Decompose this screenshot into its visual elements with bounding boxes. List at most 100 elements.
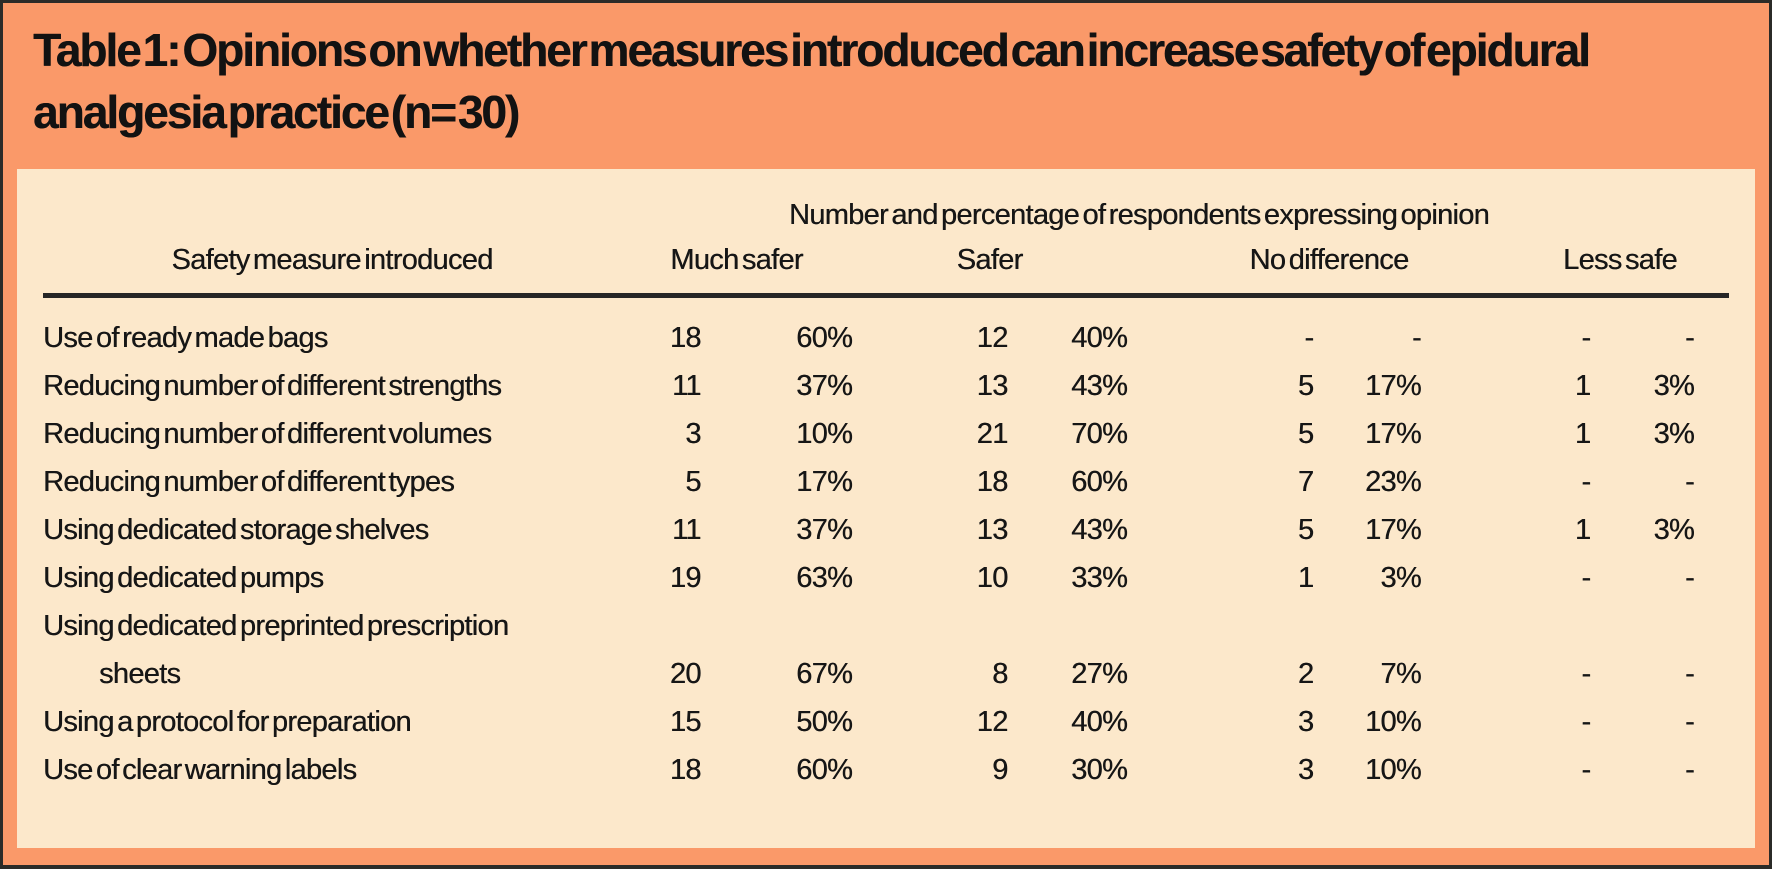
table-title-line-1: Table 1: Opinions on whether measures in… bbox=[33, 24, 1591, 76]
table-panel: Number and percentage of respondents exp… bbox=[17, 169, 1755, 848]
value-cell: 20 bbox=[669, 657, 702, 690]
column-header-safer: Safer bbox=[852, 244, 1128, 298]
value-cell: - bbox=[1685, 705, 1695, 738]
span-header: Number and percentage of respondents exp… bbox=[788, 199, 1490, 231]
value-cell: 50% bbox=[796, 705, 853, 738]
value-cell: 67% bbox=[796, 657, 853, 690]
value-cell: 37% bbox=[796, 513, 853, 546]
value-cell: 13 bbox=[976, 513, 1009, 546]
value-cell: - bbox=[1685, 561, 1695, 594]
span-header-row: Number and percentage of respondents exp… bbox=[43, 189, 1729, 244]
value-cell bbox=[852, 602, 1007, 650]
value-cell: 5 bbox=[1297, 513, 1314, 546]
value-cell: 10% bbox=[1364, 705, 1422, 738]
value-cell: 3 bbox=[685, 417, 701, 450]
measure-cell: Using dedicated preprinted prescription bbox=[43, 609, 509, 642]
value-cell: 43% bbox=[1071, 369, 1128, 402]
data-table: Number and percentage of respondents exp… bbox=[43, 189, 1729, 794]
value-cell: 1 bbox=[1574, 417, 1591, 450]
value-cell: 11 bbox=[671, 513, 701, 546]
value-cell: 3 bbox=[1297, 753, 1314, 786]
column-header-row: Safety measure introduced Much safer Saf… bbox=[43, 244, 1729, 298]
table-row: Using dedicated storage shelves 11 37% 13 43… bbox=[43, 506, 1729, 554]
value-cell: 60% bbox=[796, 321, 853, 354]
table-row: Reducing number of different strengths 11… bbox=[43, 362, 1729, 410]
column-header-much-safer: Much safer bbox=[620, 244, 853, 298]
value-cell: - bbox=[1304, 321, 1314, 354]
measure-cell: sheets bbox=[99, 657, 181, 690]
value-cell: 43% bbox=[1071, 513, 1128, 546]
measure-cell: Using dedicated storage shelves bbox=[43, 513, 429, 546]
value-cell: 17% bbox=[1364, 369, 1422, 402]
value-cell: 18 bbox=[976, 465, 1009, 498]
value-cell: 1 bbox=[1297, 561, 1314, 594]
value-cell: - bbox=[1581, 657, 1591, 690]
value-cell: - bbox=[1581, 321, 1591, 354]
value-cell: 18 bbox=[669, 753, 702, 786]
value-cell: 3% bbox=[1380, 561, 1421, 594]
value-cell bbox=[1008, 602, 1128, 650]
column-header-no-difference: No difference bbox=[1127, 244, 1421, 298]
table-row: Use of ready made bags 18 60% 12 40% - - - - bbox=[43, 296, 1729, 363]
value-cell: 9 bbox=[992, 753, 1008, 786]
measure-cell: Use of ready made bags bbox=[43, 321, 328, 354]
table-row: Reducing number of different types 5 17% 18… bbox=[43, 458, 1729, 506]
table-row: Reducing number of different volumes 3 10%… bbox=[43, 410, 1729, 458]
value-cell: 15 bbox=[669, 705, 702, 738]
value-cell: 3 bbox=[1297, 705, 1314, 738]
value-cell: 60% bbox=[796, 753, 853, 786]
value-cell: 27% bbox=[1071, 657, 1128, 690]
table-row: Use of clear warning labels 18 60% 9 30% 3 10%… bbox=[43, 746, 1729, 794]
measure-cell: Using dedicated pumps bbox=[43, 561, 324, 594]
value-cell: 17% bbox=[796, 465, 853, 498]
value-cell bbox=[1590, 602, 1729, 650]
value-cell: 63% bbox=[796, 561, 853, 594]
value-cell: 18 bbox=[669, 321, 702, 354]
title-band: Table 1: Opinions on whether measures in… bbox=[3, 3, 1769, 169]
value-cell: 40% bbox=[1071, 705, 1128, 738]
value-cell: - bbox=[1685, 465, 1695, 498]
value-cell: 5 bbox=[1297, 417, 1314, 450]
measure-cell: Reducing number of different types bbox=[43, 465, 455, 498]
table-row: Using dedicated pumps 19 63% 10 33% 1 3% - - bbox=[43, 554, 1729, 602]
value-cell: - bbox=[1685, 657, 1695, 690]
value-cell: 8 bbox=[992, 657, 1008, 690]
value-cell bbox=[1421, 602, 1590, 650]
value-cell: 10% bbox=[1364, 753, 1422, 786]
value-cell: - bbox=[1411, 321, 1422, 354]
value-cell: - bbox=[1685, 753, 1695, 786]
value-cell: 7 bbox=[1297, 465, 1314, 498]
column-header-measure: Safety measure introduced bbox=[43, 244, 621, 298]
value-cell: 3% bbox=[1653, 513, 1694, 546]
value-cell: 23% bbox=[1364, 465, 1422, 498]
value-cell: 17% bbox=[1364, 513, 1422, 546]
value-cell: 13 bbox=[976, 369, 1009, 402]
value-cell: 3% bbox=[1653, 417, 1694, 450]
value-cell bbox=[701, 602, 852, 650]
value-cell: - bbox=[1581, 753, 1591, 786]
value-cell: - bbox=[1581, 465, 1591, 498]
value-cell: - bbox=[1581, 561, 1591, 594]
value-cell: 2 bbox=[1297, 657, 1314, 690]
value-cell: 37% bbox=[796, 369, 853, 402]
value-cell: 70% bbox=[1071, 417, 1128, 450]
table-row: Using dedicated preprinted prescription bbox=[43, 602, 1729, 650]
value-cell: 5 bbox=[685, 465, 701, 498]
value-cell: 40% bbox=[1071, 321, 1128, 354]
value-cell: 1 bbox=[1574, 513, 1591, 546]
value-cell: 17% bbox=[1364, 417, 1422, 450]
value-cell: 12 bbox=[976, 321, 1009, 354]
value-cell: 19 bbox=[669, 561, 702, 594]
value-cell: 5 bbox=[1297, 369, 1314, 402]
value-cell: - bbox=[1581, 705, 1591, 738]
measure-cell: Using a protocol for preparation bbox=[43, 705, 412, 738]
value-cell: 30% bbox=[1071, 753, 1128, 786]
column-header-less-safe: Less safe bbox=[1420, 244, 1729, 298]
measure-cell: Use of clear warning labels bbox=[43, 753, 357, 786]
table-row: sheets 20 67% 8 27% 2 7% - - bbox=[43, 650, 1729, 698]
value-cell: 10 bbox=[976, 561, 1009, 594]
table-title-line-2: analgesia practice (n= 30) bbox=[33, 86, 520, 138]
value-cell: 1 bbox=[1574, 369, 1591, 402]
value-cell: 3% bbox=[1653, 369, 1694, 402]
